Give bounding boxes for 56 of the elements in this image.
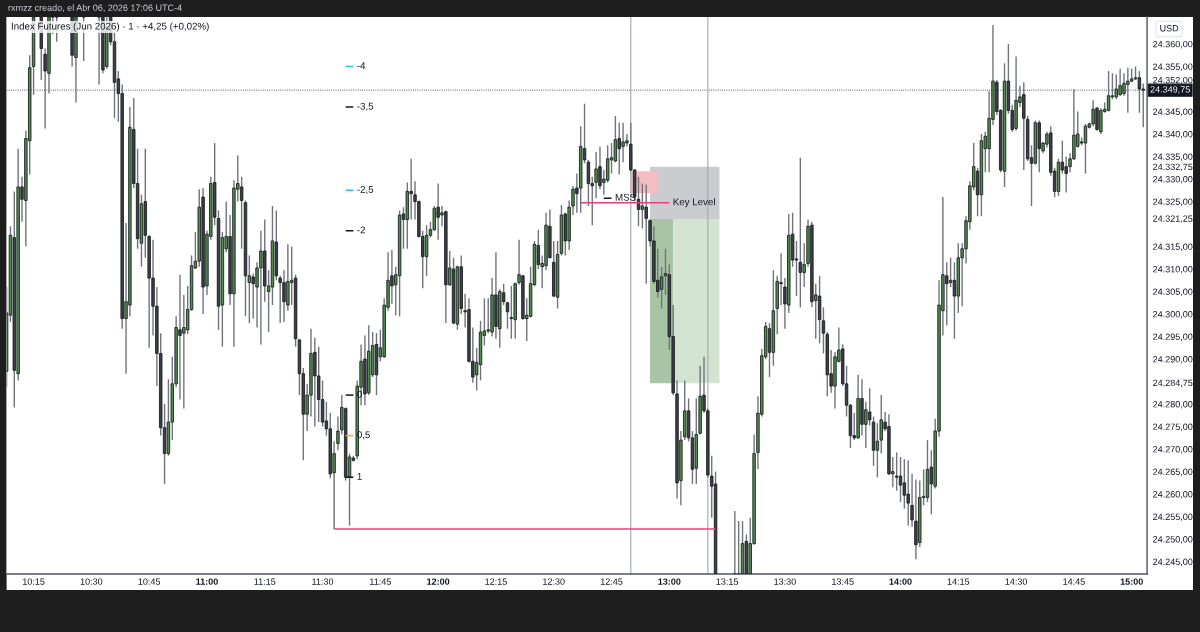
y-tick-label: 24.355,00 [1153, 63, 1193, 71]
x-tick-label: 13:00 [658, 578, 681, 585]
x-tick-label: 11:00 [196, 578, 218, 585]
x-tick-label: 11:30 [312, 578, 334, 585]
x-tick-label: 12:45 [600, 578, 623, 585]
annotation: Key Level [673, 198, 715, 208]
y-tick-label: 24.245,00 [1153, 558, 1193, 567]
y-tick-label: 24.295,00 [1153, 333, 1193, 341]
y-tick-label: 24.255,00 [1153, 513, 1193, 522]
y-tick-label: 24.332,75 [1153, 163, 1193, 172]
x-tick-label: 14:00 [889, 578, 912, 585]
y-tick-label: 24.325,00 [1153, 198, 1193, 206]
x-tick-label: 10:30 [80, 578, 103, 585]
x-tick-label: 13:30 [774, 578, 796, 585]
y-tick-label: 24.330,00 [1153, 176, 1193, 184]
annotation: -4 [357, 62, 366, 70]
x-tick-label: 14:45 [1063, 578, 1085, 585]
x-tick-label: 14:30 [1005, 578, 1028, 585]
text: Index Futures (Jun 2026) · 1 · +4,25 (+0,02%) [11, 22, 209, 32]
annotation: -2,5 [357, 186, 374, 195]
x-tick-label: 11:45 [370, 578, 391, 585]
x-tick-label: 11:15 [254, 578, 276, 585]
x-tick-label: 12:00 [427, 578, 450, 585]
y-tick-label: 24.265,00 [1153, 468, 1193, 477]
y-tick-label: 24.321,25 [1153, 215, 1193, 223]
y-tick-label: 24.290,00 [1153, 356, 1193, 364]
y-tick-label: 24.340,00 [1153, 130, 1193, 139]
x-tick-label: 15:00 [1120, 578, 1143, 585]
y-tick-label: 24.260,00 [1153, 491, 1193, 499]
ref-line-label: 24.349,75 [1150, 86, 1190, 94]
y-tick-label: 24.280,00 [1153, 401, 1193, 409]
y-tick-label: 24.300,00 [1153, 311, 1193, 319]
x-tick-label: 13:45 [832, 578, 854, 585]
y-tick-label: 24.360,00 [1153, 40, 1193, 49]
y-tick-label: 24.250,00 [1153, 536, 1193, 544]
x-tick-label: 12:15 [485, 578, 507, 585]
x-tick-label: 12:30 [543, 578, 565, 585]
y-tick-label: 24.352,00 [1153, 76, 1193, 85]
x-tick-label: 10:45 [138, 578, 161, 585]
y-tick-label: 24.345,00 [1153, 108, 1193, 116]
y-tick-label: 24.305,00 [1153, 288, 1193, 296]
x-tick-label: 13:15 [716, 578, 739, 585]
annotation: 1 [357, 473, 362, 480]
annotation: -3,5 [357, 102, 374, 111]
y-tick-label: 24.310,00 [1153, 266, 1193, 274]
y-axis-title: USD [1160, 25, 1179, 32]
y-tick-label: 24.284,75 [1153, 379, 1193, 388]
y-tick-label: 24.315,00 [1153, 243, 1193, 251]
chart-title: rxmzz creado, el Abr 06, 2026 17:06 UTC-4 [8, 4, 182, 12]
annotation: 0 [357, 390, 362, 398]
y-tick-label: 24.275,00 [1153, 423, 1193, 432]
y-tick-label: 24.335,00 [1153, 153, 1193, 161]
y-tick-label: 24.270,00 [1153, 446, 1193, 454]
annotation: -2 [357, 226, 365, 234]
x-tick-label: 14:15 [947, 578, 970, 585]
x-tick-label: 10:15 [22, 578, 45, 585]
